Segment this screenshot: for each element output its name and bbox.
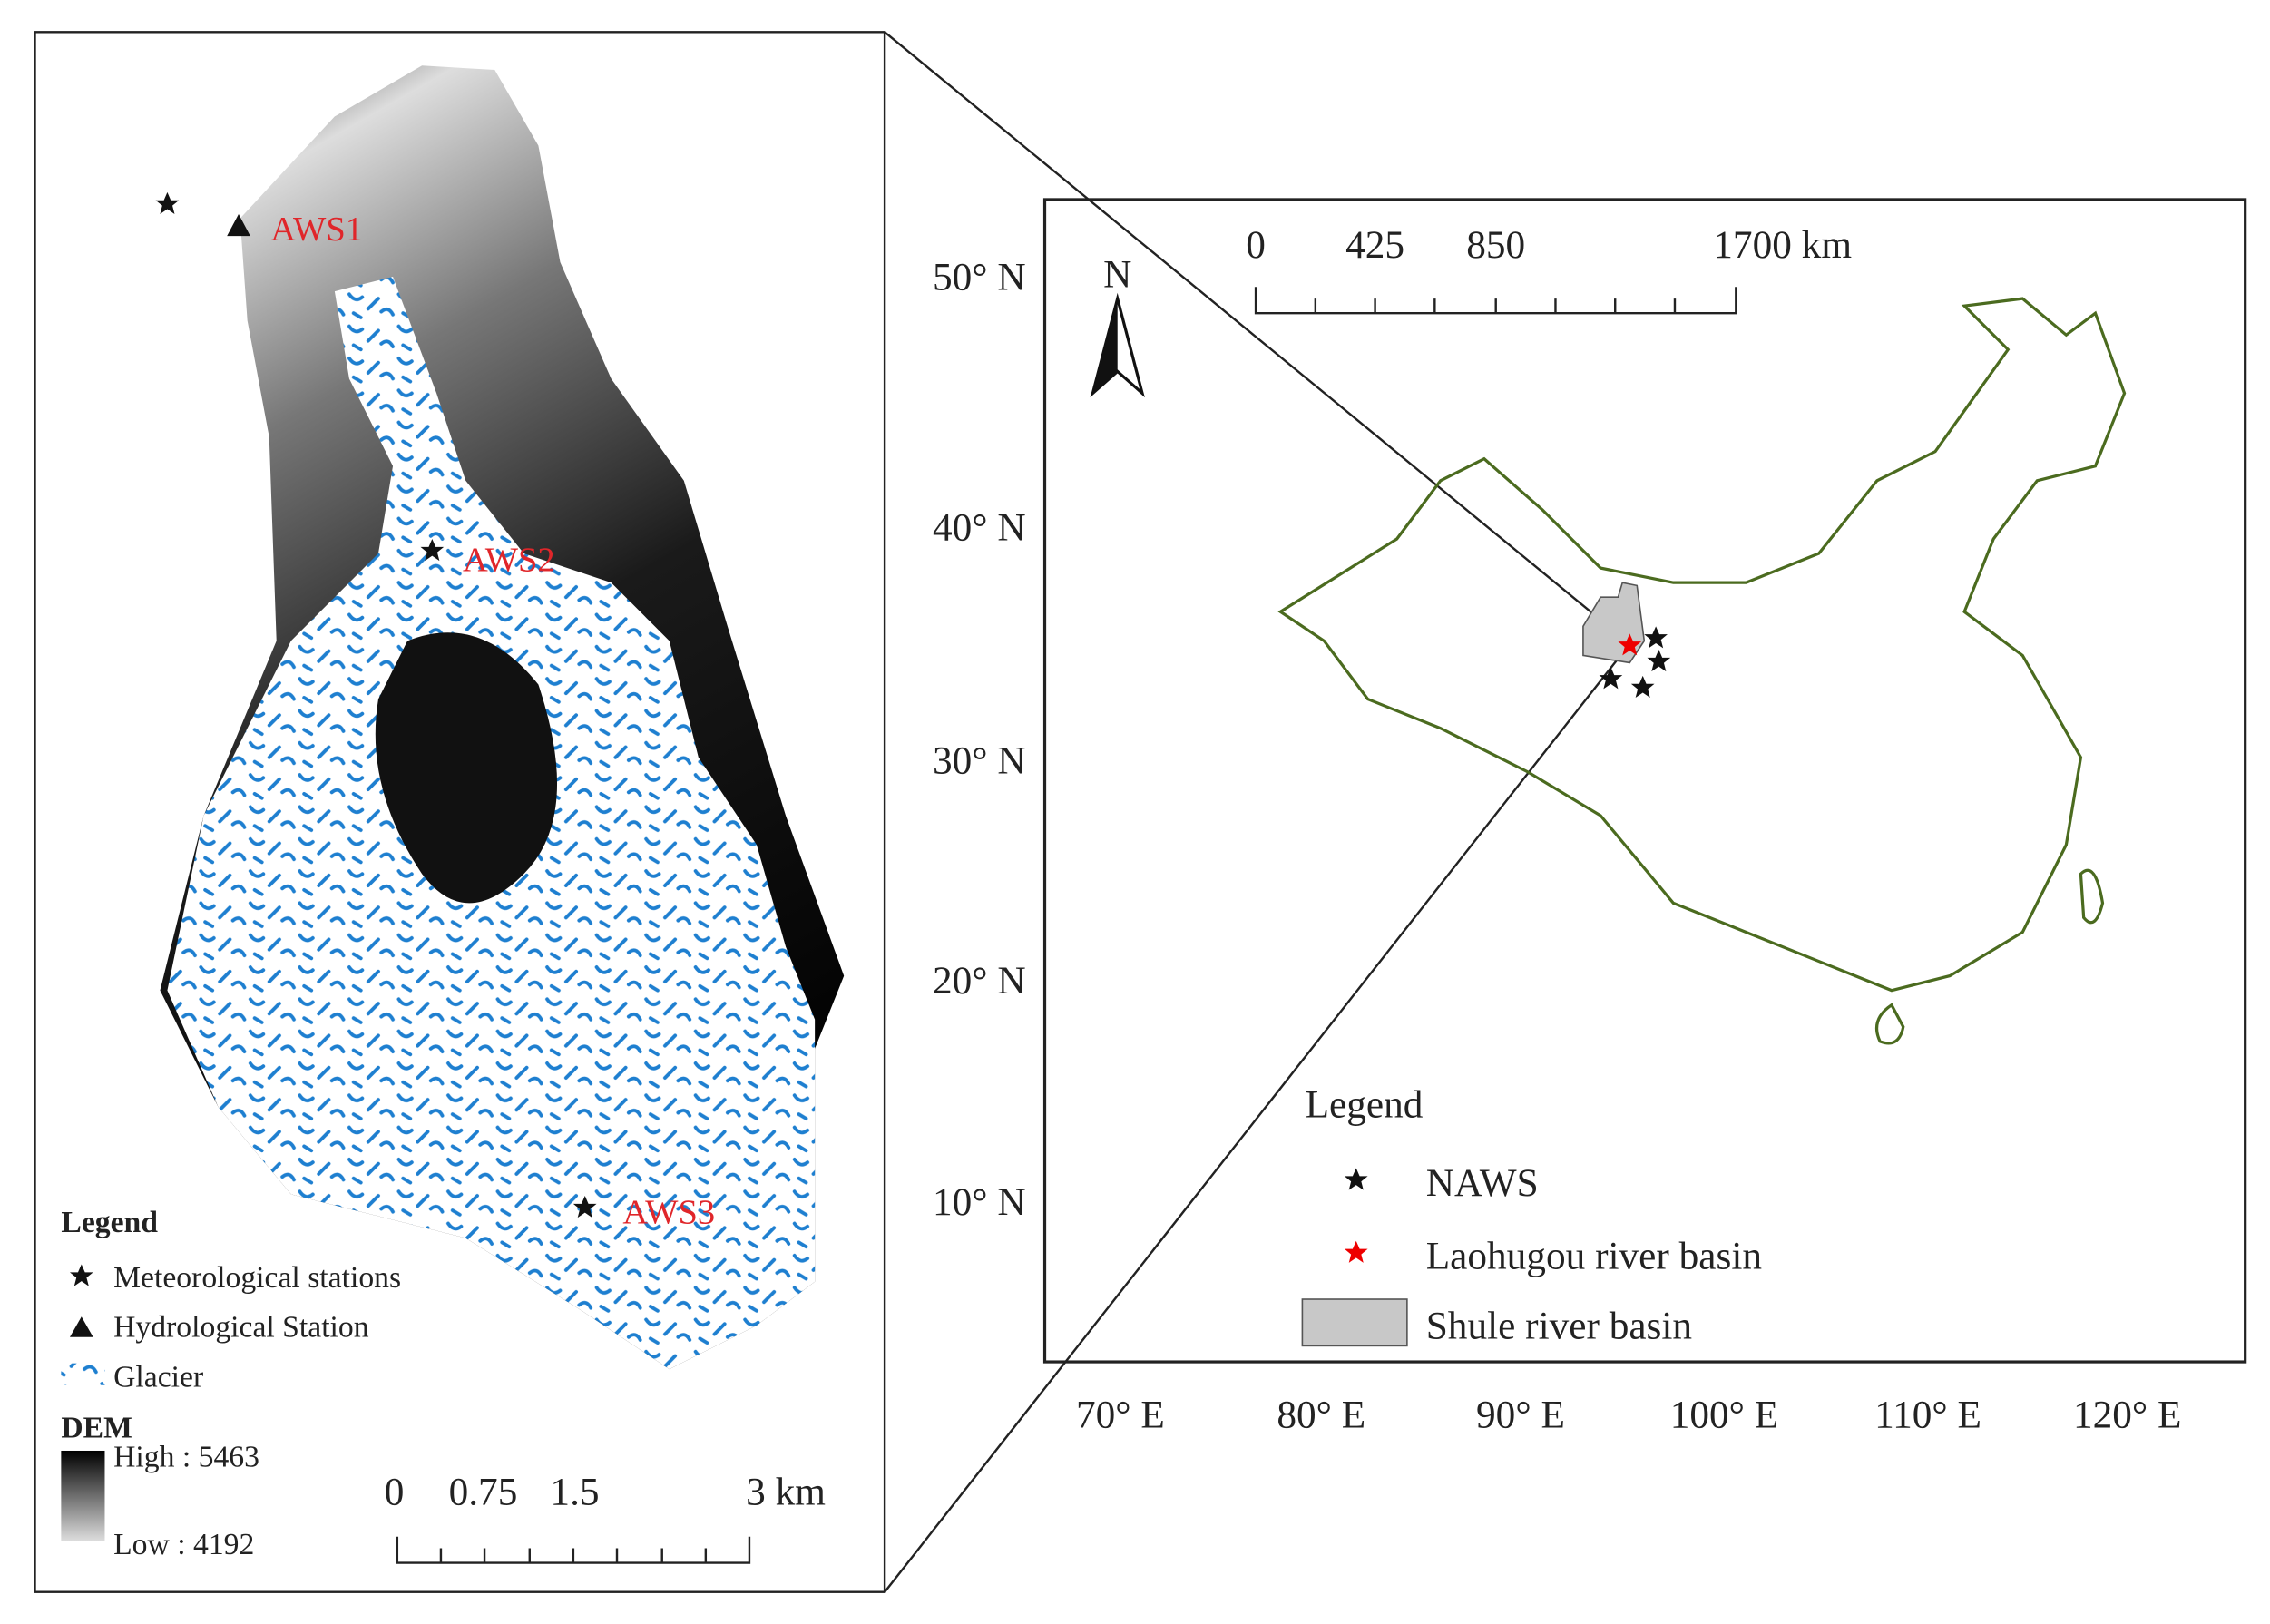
legend-item: Hydrological Station [113,1311,369,1345]
legend-symbol [61,1363,105,1385]
legend-item: Shule river basin [1426,1304,1692,1347]
legend-title: Legend [61,1206,158,1239]
naws-marker [1630,675,1655,698]
station-label: AWS1 [270,210,363,249]
lon-label: 80° E [1277,1393,1365,1436]
connector [884,642,1631,1593]
station-marker [155,191,180,214]
lat-label: 10° N [933,1180,1026,1224]
left-frame [34,31,886,1593]
scale-label: 850 [1466,223,1525,267]
scale-label: 0 [385,1470,405,1513]
naws-marker [1644,626,1668,649]
connector [884,31,1631,645]
dem-title: DEM [61,1412,132,1445]
lat-label: 30° N [933,739,1026,782]
lon-label: 70° E [1076,1393,1165,1436]
hydro-marker [227,213,250,237]
lon-label: 100° E [1670,1393,1779,1436]
legend-symbol [1344,1168,1368,1190]
islands [1875,868,2105,1045]
lat-label: 20° N [933,959,1026,1003]
lat-label: 40° N [933,506,1026,550]
lon-label: 110° E [1874,1393,1981,1436]
dem-low: Low : 4192 [113,1528,254,1561]
rock-island [375,632,558,904]
station-label: AWS3 [622,1194,715,1232]
legend-item: NAWS [1426,1161,1539,1205]
scale-label: 3 km [746,1470,826,1513]
lon-label: 120° E [2073,1393,2182,1436]
station-label: AWS2 [463,541,555,579]
legend-item: Laohugou river basin [1426,1234,1762,1277]
dem-high: High : 5463 [113,1441,259,1474]
legend-symbol [69,1316,93,1337]
scale-label: 1700 km [1713,223,1852,267]
lon-labels: 70° E 80° E 90° E 100° E 110° E 120° E [1076,1393,2182,1436]
legend-symbol [1344,1240,1368,1263]
legend-symbol [1301,1298,1408,1347]
scale-label: 0 [1246,223,1266,267]
dem-ramp [61,1450,105,1541]
north-label: N [1103,252,1131,296]
lat-labels: 50° N 40° N 30° N 20° N 10° N [933,255,1026,1223]
right-frame [1042,198,2247,1364]
map-figure: AWS1 AWS2 AWS3 Legend Meteorological sta… [34,31,2247,1593]
legend-item: Glacier [113,1360,203,1394]
scale-bar [396,1536,751,1564]
naws-marker [1647,650,1671,672]
legend-item: Meteorological stations [113,1261,401,1295]
scale-label: 1.5 [550,1470,599,1513]
lat-label: 50° N [933,255,1026,298]
china-outline [1277,297,2127,993]
scale-label: 0.75 [449,1470,518,1513]
north-arrow [1092,298,1118,394]
legend-symbol [69,1264,93,1286]
scale-bar [1254,287,1737,315]
legend-title: Legend [1306,1082,1424,1126]
lon-label: 90° E [1476,1393,1565,1436]
scale-label: 425 [1345,223,1404,267]
